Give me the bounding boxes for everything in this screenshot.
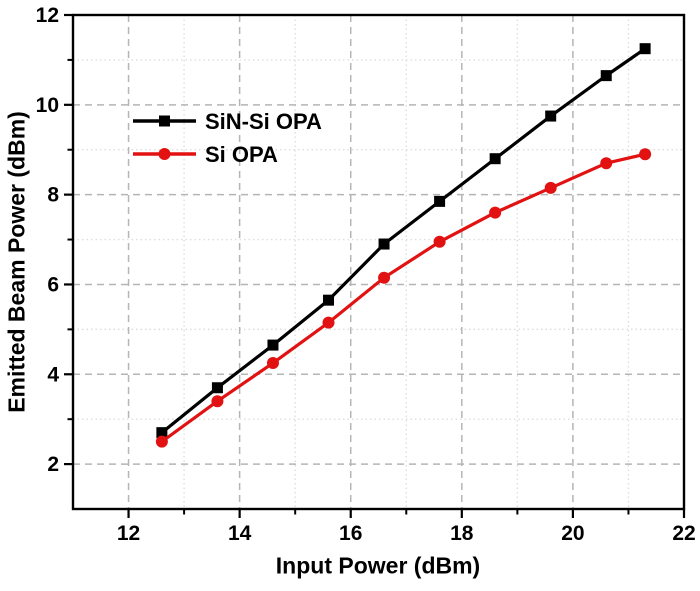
data-point-circle xyxy=(155,435,168,448)
x-axis-title: Input Power (dBm) xyxy=(275,552,481,579)
y-tick-label: 10 xyxy=(36,94,59,117)
data-point-circle xyxy=(639,148,652,161)
series-line xyxy=(160,47,647,434)
x-tick-label: 18 xyxy=(450,522,474,545)
data-point-circle xyxy=(600,157,613,170)
data-point-circle xyxy=(544,181,557,194)
legend-entry: Si OPA xyxy=(133,142,278,167)
y-axis-title: Emitted Beam Power (dBm) xyxy=(3,111,30,413)
y-tick-label: 12 xyxy=(36,4,59,27)
legend-entry: SiN-Si OPA xyxy=(133,109,322,134)
minor-gridlines xyxy=(73,15,684,509)
x-tick-label: 14 xyxy=(228,522,252,545)
data-point-circle xyxy=(322,316,335,329)
series-sin-si-opa xyxy=(156,43,651,439)
series-line xyxy=(160,152,646,443)
data-point-circle xyxy=(211,395,224,408)
data-point-square xyxy=(267,339,279,351)
y-tick-label: 2 xyxy=(47,453,59,476)
y-tick-label: 6 xyxy=(47,273,59,296)
data-point-square xyxy=(600,70,612,82)
series-si-opa xyxy=(155,148,652,448)
data-point-square xyxy=(378,238,390,250)
plot-frame xyxy=(71,13,686,511)
data-point-square xyxy=(434,195,446,207)
legend-label: Si OPA xyxy=(205,142,278,167)
legend: SiN-Si OPA Si OPA xyxy=(133,109,322,167)
x-tick-label: 22 xyxy=(672,522,695,545)
data-point-circle xyxy=(378,271,391,284)
y-tick-label: 8 xyxy=(47,184,59,207)
x-tick-label: 16 xyxy=(339,522,362,545)
data-point-square xyxy=(639,43,651,55)
legend-label: SiN-Si OPA xyxy=(205,109,322,134)
y-tick-label: 4 xyxy=(47,363,59,386)
data-point-circle xyxy=(433,235,446,248)
data-point-square xyxy=(211,382,223,394)
data-point-square xyxy=(156,427,168,439)
data-point-square xyxy=(323,294,335,306)
data-point-square xyxy=(545,110,557,122)
major-gridlines xyxy=(73,15,684,509)
data-point-circle xyxy=(158,148,171,160)
data-point-square xyxy=(159,115,170,127)
data-point-circle xyxy=(489,206,502,219)
data-point-circle xyxy=(266,357,279,370)
x-tick-label: 12 xyxy=(117,522,140,545)
x-tick-label: 20 xyxy=(561,522,584,545)
data-point-square xyxy=(489,153,501,165)
